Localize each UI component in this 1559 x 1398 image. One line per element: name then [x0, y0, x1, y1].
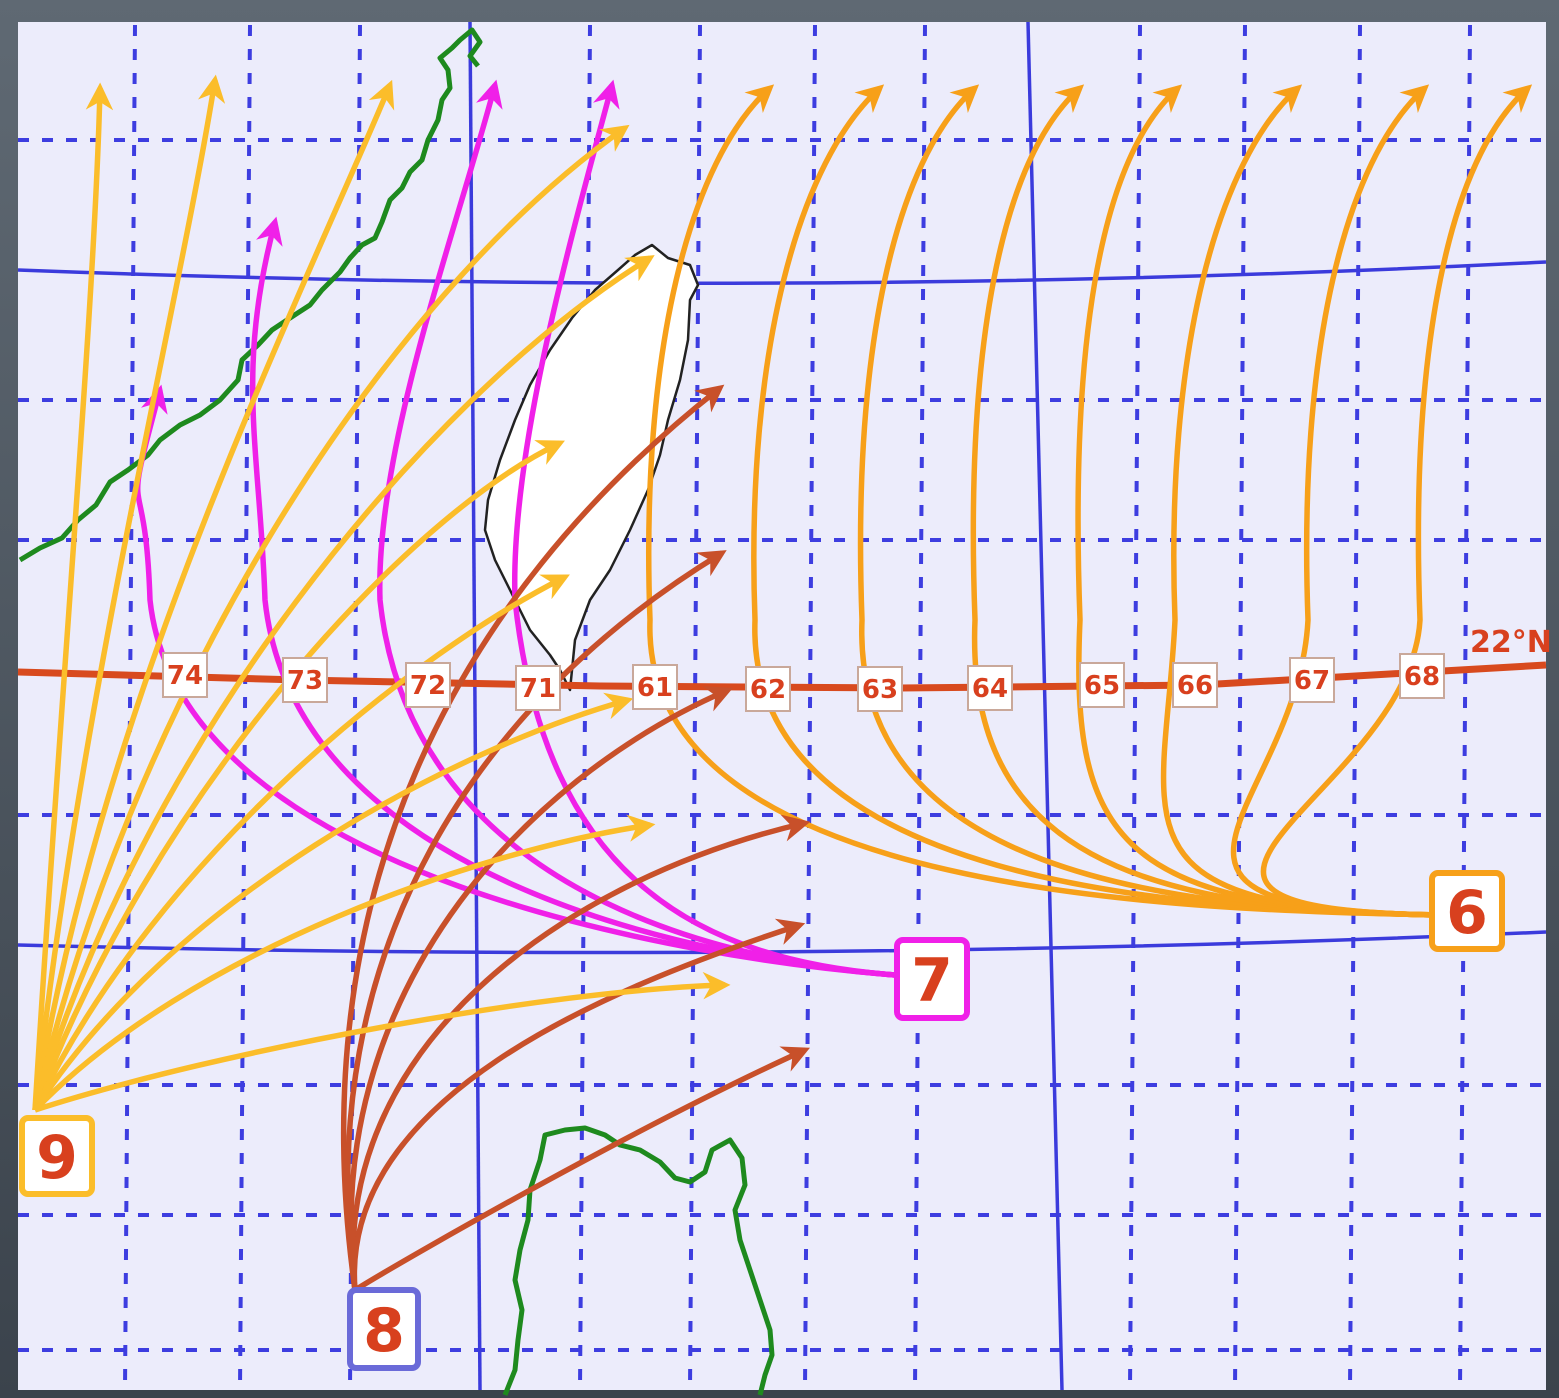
- station-marker-74: 74: [162, 652, 208, 698]
- grid-minor-vertical: [1458, 24, 1472, 1391]
- track-8-route: [345, 550, 727, 1291]
- grid-minor-vertical: [123, 24, 137, 1391]
- track-type-label-7: 7: [894, 937, 970, 1021]
- station-label: 73: [287, 666, 323, 696]
- track-9-route: [32, 74, 226, 1111]
- track-type-label-6: 6: [1429, 870, 1505, 952]
- station-box: [515, 665, 561, 711]
- station-marker-64: 64: [967, 665, 1013, 711]
- track-group-8: [341, 384, 811, 1293]
- station-marker-73: 73: [282, 657, 328, 703]
- station-marker-72: 72: [405, 662, 451, 708]
- station-box: [162, 652, 208, 698]
- track-type-box: [347, 1287, 421, 1371]
- track-8-route: [350, 814, 811, 1291]
- station-label: 61: [637, 673, 673, 703]
- track-6-route: [1230, 84, 1441, 918]
- mainland-coastline: [18, 27, 483, 563]
- track-8-route: [348, 686, 734, 1291]
- station-box: [1289, 657, 1335, 703]
- track-9-route: [32, 574, 570, 1112]
- track-group-9: [32, 74, 731, 1113]
- track-8-route: [351, 918, 806, 1291]
- station-box: [967, 665, 1013, 711]
- grid-major-lines: [17, 21, 1547, 1391]
- grid-minor-vertical: [1348, 24, 1362, 1391]
- track-type-box: [894, 937, 970, 1021]
- track-9-route: [32, 82, 114, 1111]
- track-6-route: [970, 84, 1441, 918]
- track-6-route: [857, 84, 1441, 918]
- grid-major-line: [468, 21, 482, 1391]
- latitude-label: 22°N: [1470, 625, 1552, 660]
- station-box: [632, 664, 678, 710]
- station-box: [282, 657, 328, 703]
- station-marker-62: 62: [745, 666, 791, 712]
- track-9-route: [32, 440, 565, 1111]
- station-label: 64: [972, 674, 1008, 704]
- southern-coastline: [502, 1125, 775, 1396]
- track-8-route: [341, 384, 725, 1291]
- grid-minor-vertical: [348, 24, 362, 1391]
- track-type-number: 6: [1446, 878, 1488, 948]
- grid-minor-vertical: [803, 24, 817, 1391]
- track-9-route: [32, 124, 630, 1111]
- station-label: 67: [1294, 666, 1330, 696]
- station-label: 66: [1177, 671, 1213, 701]
- track-9-route: [34, 971, 731, 1113]
- station-marker-61: 61: [632, 664, 678, 710]
- track-7-route: [377, 79, 896, 978]
- track-6-route: [1160, 84, 1441, 918]
- track-9-route: [32, 79, 395, 1111]
- station-label: 62: [750, 675, 786, 705]
- grid-minor-vertical: [1233, 24, 1247, 1391]
- grid-major-line: [17, 930, 1547, 955]
- station-box: [1399, 653, 1445, 699]
- grid-minor-vertical: [238, 24, 252, 1391]
- track-type-box: [1429, 870, 1505, 952]
- station-label: 74: [167, 661, 203, 691]
- station-label: 72: [410, 671, 446, 701]
- station-label: 63: [862, 675, 898, 705]
- station-box: [857, 666, 903, 712]
- station-box: [1172, 662, 1218, 708]
- track-9-route: [32, 692, 634, 1112]
- track-type-number: 9: [36, 1123, 78, 1193]
- track-9-route: [32, 255, 655, 1111]
- station-box: [405, 662, 451, 708]
- track-type-labels: 6 7 8 9: [19, 870, 1505, 1371]
- station-marker-63: 63: [857, 666, 903, 712]
- track-type-box: [19, 1115, 95, 1197]
- station-label: 71: [520, 674, 556, 704]
- grid-minor-vertical: [913, 24, 927, 1391]
- track-type-number: 7: [911, 946, 953, 1016]
- station-marker-68: 68: [1399, 653, 1445, 699]
- track-8-route: [353, 1046, 811, 1293]
- station-label: 65: [1084, 671, 1120, 701]
- grid-major-line: [17, 260, 1547, 285]
- station-marker-71: 71: [515, 665, 561, 711]
- station-label: 68: [1404, 662, 1440, 692]
- station-marker-65: 65: [1079, 662, 1125, 708]
- track-type-label-9: 9: [19, 1115, 95, 1197]
- track-6-route: [1075, 84, 1441, 918]
- station-marker-66: 66: [1172, 662, 1218, 708]
- track-9-route: [33, 814, 656, 1112]
- track-type-number: 8: [363, 1296, 405, 1366]
- grid-minor-vertical: [1128, 24, 1142, 1391]
- track-type-label-8: 8: [347, 1287, 421, 1371]
- station-markers: 74 73 72 71 61 62 63 64 65 66 67 68: [162, 652, 1445, 712]
- grid-major-line: [1026, 21, 1064, 1391]
- station-box: [1079, 662, 1125, 708]
- station-box: [745, 666, 791, 712]
- station-marker-67: 67: [1289, 657, 1335, 703]
